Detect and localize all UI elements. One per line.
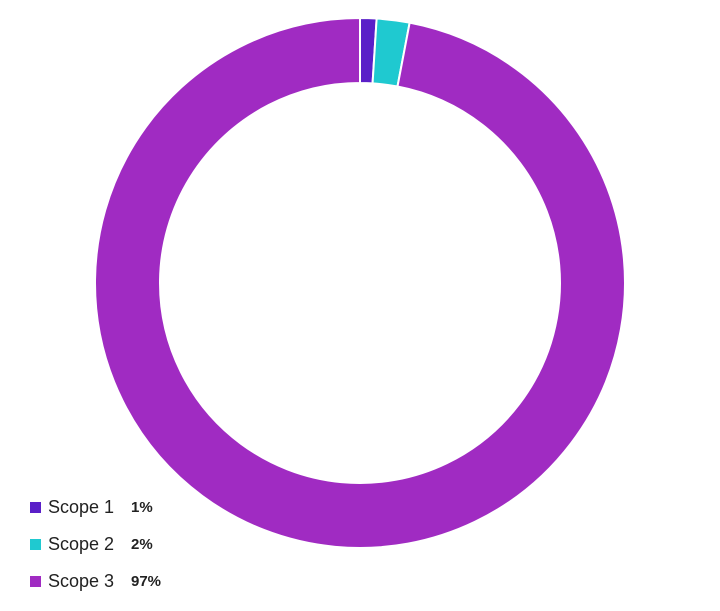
value-label: 1%	[131, 499, 153, 516]
value-label: 2%	[131, 536, 153, 553]
value-label: 97%	[131, 573, 161, 590]
legend-swatch	[30, 576, 41, 587]
legend-swatch	[30, 539, 41, 550]
legend-label: Scope 1	[48, 497, 114, 517]
legend-label: Scope 2	[48, 534, 114, 554]
legend-label: Scope 3	[48, 571, 114, 591]
donut-segment	[94, 16, 626, 549]
legend-swatch	[30, 502, 41, 513]
